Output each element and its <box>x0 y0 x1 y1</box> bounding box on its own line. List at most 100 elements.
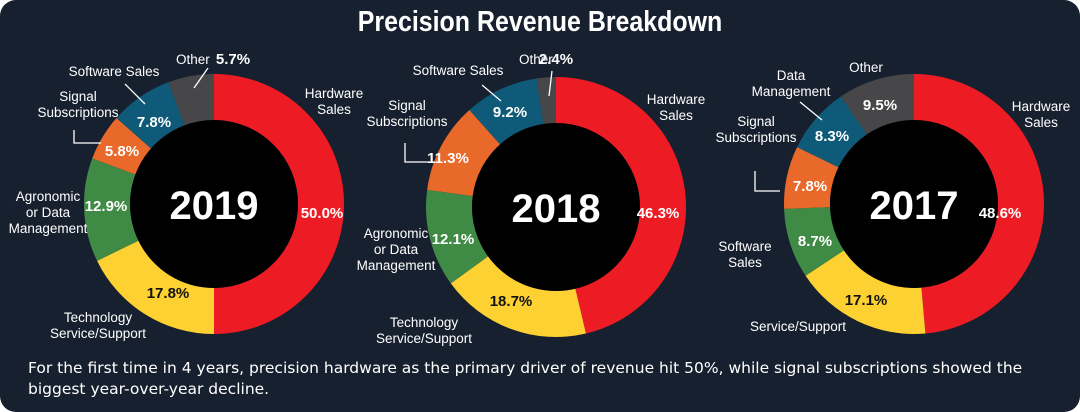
caption: For the first time in 4 years, precision… <box>28 359 1023 398</box>
label-line: Management <box>357 258 436 273</box>
slice-signal <box>427 110 501 196</box>
category-label-signal: Signal Subscriptions <box>366 98 447 129</box>
pct-label-other: 5.7% <box>216 51 250 68</box>
label-line: Software Sales <box>69 64 160 79</box>
category-label-other: Other <box>176 52 210 67</box>
label-line: Agronomic <box>16 189 81 204</box>
pct-label-signal: 5.8% <box>105 143 139 160</box>
pct-label-hardware: 46.3% <box>637 205 680 222</box>
leader-line <box>754 171 780 192</box>
label-line: Other <box>176 52 210 67</box>
label-line: Management <box>752 84 831 99</box>
label-line: Sales <box>659 108 693 123</box>
slice-software <box>116 82 185 149</box>
label-line: or Data <box>26 205 71 220</box>
category-label-agronomic: Agronomic or Data Management <box>9 189 88 236</box>
pct-label-service: 17.8% <box>147 285 190 302</box>
slice-data-management <box>797 96 867 168</box>
category-label-service: Technology Service/Support <box>376 315 472 346</box>
leader-line <box>193 67 209 89</box>
label-line: Management <box>9 221 88 236</box>
slice-hardware <box>214 74 344 334</box>
label-line: Sales <box>1024 115 1058 130</box>
category-label-service: Technology Service/Support <box>50 310 146 341</box>
label-line: Subscriptions <box>715 130 796 145</box>
slice-software <box>469 78 544 145</box>
pct-label-signal: 7.8% <box>793 178 827 195</box>
slice-other <box>168 74 214 126</box>
label-line: Subscriptions <box>366 114 447 129</box>
category-label-other: Other <box>849 60 883 75</box>
label-line: Service/Support <box>50 326 146 341</box>
slice-agronomic <box>83 158 139 261</box>
slice-hardware <box>914 74 1044 334</box>
leader-line <box>73 130 101 144</box>
category-label-agronomic: Agronomic or Data Management <box>357 226 436 273</box>
label-line: Sales <box>317 102 351 117</box>
category-label-data-management: Data Management <box>752 68 831 99</box>
leader-line <box>799 101 823 121</box>
pct-label-software: 9.2% <box>493 104 527 121</box>
label-line: Data <box>777 68 806 83</box>
category-label-hardware: Hardware Sales <box>1012 99 1071 130</box>
label-line: Signal <box>388 98 426 113</box>
pct-label-hardware: 48.6% <box>979 205 1022 222</box>
pct-label-data-management: 8.3% <box>815 128 849 145</box>
chart-title: Precision Revenue Breakdown <box>357 6 723 38</box>
label-line: Signal <box>59 89 97 104</box>
year-label: 2017 <box>870 184 959 228</box>
donut-center <box>830 120 998 288</box>
label-line: Other <box>519 52 553 67</box>
pct-label-other: 9.5% <box>863 97 897 114</box>
slice-other <box>536 77 556 124</box>
donut-center <box>472 123 640 291</box>
category-label-signal: Signal Subscriptions <box>37 89 118 120</box>
donut-2017: 2017 48.6%17.1%8.7%7.8%8.3%9.5% Hardware Sa… <box>715 60 1070 334</box>
category-label-other: Other <box>519 52 553 67</box>
slice-other <box>840 74 914 135</box>
slice-agronomic <box>426 189 489 284</box>
category-label-software: Software Sales <box>413 63 504 78</box>
pct-label-agronomic: 12.9% <box>85 198 128 215</box>
category-label-hardware: Hardware Sales <box>647 92 706 123</box>
leader-line <box>481 84 502 102</box>
label-line: Service/Support <box>750 319 846 334</box>
label-line: Signal <box>737 114 775 129</box>
pct-label-software: 8.7% <box>798 233 832 250</box>
pct-label-service: 18.7% <box>490 293 533 310</box>
slice-service <box>450 256 586 337</box>
label-line: Hardware <box>305 86 364 101</box>
label-line: Subscriptions <box>37 105 118 120</box>
donut-2018: 2018 46.3% 18.7% 12.1% 11.3% 9.2% 2.4% Hardware… <box>357 51 706 346</box>
category-label-software: Software Sales <box>718 239 771 270</box>
slice-software <box>784 207 844 276</box>
slice-service <box>805 250 926 334</box>
donut-2019: 2019 50.0%17.8%12.9%5.8%7.8%5.7%Hardware S… <box>9 51 364 341</box>
category-label-hardware: Hardware Sales <box>305 86 364 117</box>
pct-label-service: 17.1% <box>845 292 888 309</box>
label-line: Software Sales <box>413 63 504 78</box>
label-line: Agronomic <box>364 226 429 241</box>
label-line: Other <box>849 60 883 75</box>
label-line: Service/Support <box>376 331 472 346</box>
pct-label-other: 2.4% <box>539 51 573 68</box>
leader-line <box>548 70 553 97</box>
pct-label-signal: 11.3% <box>427 150 469 167</box>
label-line: Technology <box>390 315 459 330</box>
label-line: or Data <box>374 242 419 257</box>
slice-signal <box>784 147 839 209</box>
leader-line <box>404 143 430 163</box>
label-line: Hardware <box>1012 99 1071 114</box>
category-label-software: Software Sales <box>69 64 160 79</box>
leader-line <box>124 83 146 105</box>
slice-service <box>97 240 214 334</box>
pct-label-software: 7.8% <box>137 114 171 131</box>
slice-signal <box>92 118 151 175</box>
label-line: Software <box>718 239 771 254</box>
label-line: Technology <box>64 310 133 325</box>
year-label: 2019 <box>170 184 259 228</box>
label-line: Sales <box>728 255 762 270</box>
category-label-service: Service/Support <box>750 319 846 334</box>
